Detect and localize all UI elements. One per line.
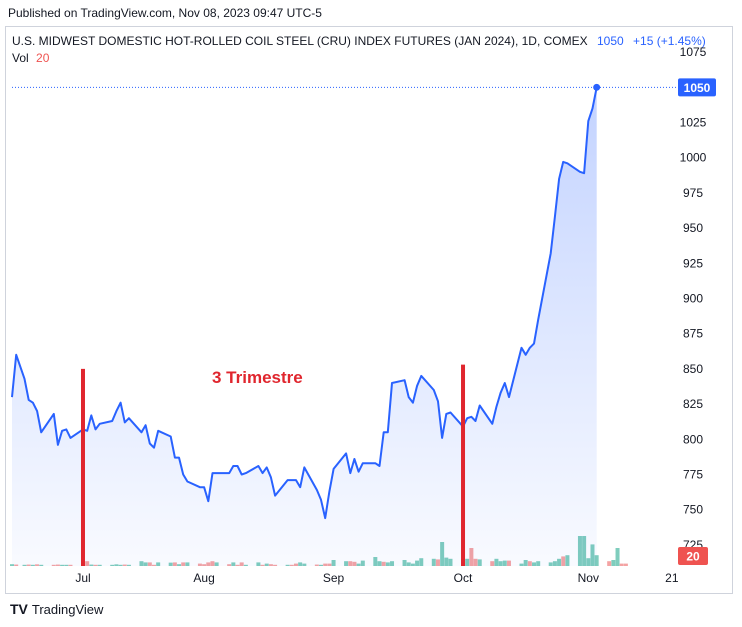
tradingview-logo-icon: TV	[10, 601, 28, 617]
price-badge: 1050	[678, 78, 716, 97]
annotation-3-trimestre: 3 Trimestre	[212, 368, 303, 387]
y-tick-label: 975	[683, 186, 703, 200]
y-tick-label: 1025	[680, 116, 707, 130]
y-tick-label: 1075	[680, 45, 707, 59]
x-tick-label: Nov	[578, 571, 599, 585]
price-axis[interactable]: 7257507758008258508759009259509751000102…	[680, 45, 707, 552]
volume-badge: 20	[678, 547, 708, 565]
y-tick-label: 950	[683, 221, 703, 235]
y-tick-label: 825	[683, 397, 703, 411]
price-line	[11, 83, 601, 520]
volume-bar	[607, 561, 612, 566]
volume-badge-text: 20	[686, 550, 700, 564]
volume-bar	[623, 563, 628, 566]
brand-name: TradingView	[31, 601, 104, 617]
footer-brand[interactable]: TV TradingView	[10, 601, 103, 617]
x-tick-label: Oct	[454, 571, 473, 585]
price-change: +15 (+1.45%)	[633, 34, 706, 48]
last-price-dot	[593, 83, 601, 91]
last-price: 1050	[596, 34, 624, 48]
chart-frame	[5, 26, 733, 594]
time-axis[interactable]: Jul Aug Sep Oct Nov 21	[75, 571, 678, 585]
series-legend[interactable]: U.S. MIDWEST DOMESTIC HOT-ROLLED COIL ST…	[12, 34, 706, 48]
y-tick-label: 900	[683, 292, 703, 306]
x-tick-label: Sep	[323, 571, 345, 585]
x-tick-label: Jul	[75, 571, 90, 585]
volume-legend[interactable]: Vol 20	[12, 51, 49, 65]
volume-bar	[619, 563, 624, 566]
x-tick-label: 21	[665, 571, 679, 585]
price-line-path	[11, 87, 598, 520]
volume-value: 20	[36, 51, 50, 65]
y-tick-label: 800	[683, 432, 703, 446]
y-tick-label: 750	[683, 503, 703, 517]
y-tick-label: 925	[683, 256, 703, 270]
y-tick-label: 850	[683, 362, 703, 376]
price-area-fill	[12, 87, 597, 567]
published-caption: Published on TradingView.com, Nov 08, 20…	[8, 6, 322, 20]
y-tick-label: 1000	[680, 151, 707, 165]
volume-label: Vol	[12, 51, 29, 65]
price-badge-text: 1050	[684, 81, 711, 95]
volume-bar	[611, 560, 616, 566]
vertical-markers	[80, 364, 466, 566]
y-tick-label: 775	[683, 467, 703, 481]
volume-bar	[615, 548, 620, 566]
y-tick-label: 875	[683, 327, 703, 341]
x-tick-label: Aug	[193, 571, 214, 585]
symbol-title: U.S. MIDWEST DOMESTIC HOT-ROLLED COIL ST…	[12, 34, 588, 48]
price-area	[12, 87, 597, 567]
